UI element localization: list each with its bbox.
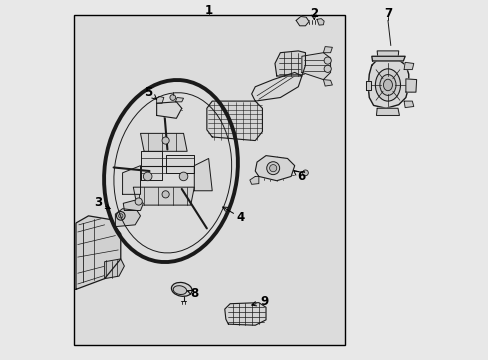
Polygon shape [175,98,183,102]
Ellipse shape [375,69,400,101]
Text: 2: 2 [309,7,317,20]
Polygon shape [206,101,262,140]
Polygon shape [296,17,308,26]
Polygon shape [76,216,121,289]
Polygon shape [316,19,324,25]
Text: 6: 6 [296,170,305,183]
Polygon shape [274,51,305,76]
Text: 7: 7 [383,7,391,20]
Circle shape [266,162,279,175]
Polygon shape [251,72,301,101]
Ellipse shape [173,286,186,294]
Polygon shape [376,51,398,59]
Circle shape [162,137,169,144]
Polygon shape [365,81,370,90]
Circle shape [324,65,330,72]
Polygon shape [301,53,330,80]
Polygon shape [123,200,143,211]
Polygon shape [405,79,416,92]
Circle shape [116,212,125,220]
Polygon shape [133,187,194,205]
Circle shape [169,95,175,100]
Text: 3: 3 [94,196,102,209]
Polygon shape [376,108,399,116]
Circle shape [269,165,276,172]
Polygon shape [367,58,408,108]
Circle shape [135,198,142,205]
Text: 5: 5 [144,86,152,99]
Ellipse shape [379,75,395,95]
Polygon shape [156,102,182,118]
Circle shape [143,172,152,181]
Text: 9: 9 [260,295,268,308]
Polygon shape [122,166,140,194]
Ellipse shape [171,283,192,296]
Polygon shape [249,176,258,184]
Circle shape [302,170,308,176]
Polygon shape [115,209,140,226]
Polygon shape [156,96,163,103]
Text: 1: 1 [204,4,212,17]
Polygon shape [104,259,124,279]
Circle shape [324,57,330,64]
Polygon shape [323,80,332,86]
Circle shape [179,172,187,181]
Polygon shape [224,303,265,325]
Polygon shape [140,134,187,151]
Text: 4: 4 [236,211,244,224]
Text: 8: 8 [190,287,198,300]
Polygon shape [165,155,194,173]
Polygon shape [255,156,294,181]
Polygon shape [403,62,413,69]
Circle shape [162,191,169,198]
Ellipse shape [383,79,392,91]
Polygon shape [140,151,162,180]
FancyBboxPatch shape [74,15,344,345]
Polygon shape [323,46,332,53]
Circle shape [119,214,122,218]
Polygon shape [194,158,212,191]
Polygon shape [371,56,405,61]
Polygon shape [403,101,413,108]
